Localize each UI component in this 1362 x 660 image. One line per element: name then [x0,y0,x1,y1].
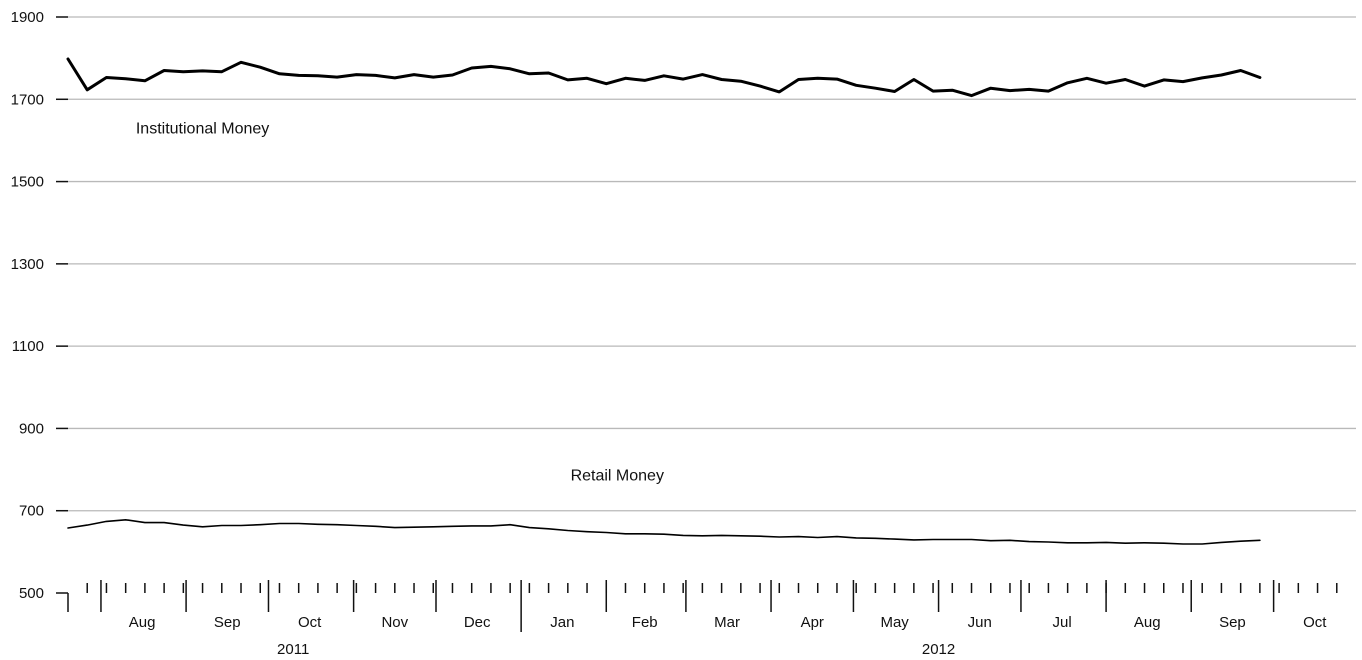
x-month-label: Oct [298,614,322,631]
y-tick-label-1100: 1100 [12,338,44,355]
x-axis: Aug Sep Oct Nov Dec Jan Feb Mar Apr May Jun Jul Aug S… [67,580,1338,658]
x-month-label: Aug [1134,614,1161,631]
y-tick-label-1700: 1700 [11,91,44,108]
x-month-label: Dec [464,614,491,631]
series-line-retail-money [67,518,1261,545]
series-label-retail-money: Retail Money [571,467,664,484]
y-axis: 500 700 900 1100 1300 1500 1700 1900 [11,9,68,602]
x-month-label: Aug [129,614,156,631]
y-tick-label-1300: 1300 [11,256,44,273]
series-line-institutional-money [66,57,1262,98]
y-tick-label-1900: 1900 [11,9,44,26]
y-tick-label-900: 900 [19,420,44,437]
grid-layer [68,16,1356,512]
x-month-label: Sep [214,614,241,631]
x-month-label: Jul [1053,614,1072,631]
x-year-label: 2011 [277,641,309,658]
x-month-label: Feb [632,614,658,631]
series-labels: Institutional Money Retail Money [136,120,664,484]
y-tick-label-700: 700 [19,503,44,520]
y-tick-label-1500: 1500 [11,174,44,191]
series-label-institutional-money: Institutional Money [136,120,269,137]
x-month-label: Oct [1303,614,1327,631]
x-month-label: Jan [550,614,574,631]
y-tick-label-500: 500 [19,585,44,602]
x-month-label: Mar [714,614,740,631]
x-month-label: May [880,614,909,631]
x-month-label: Jun [968,614,992,631]
x-month-label: Apr [801,614,824,631]
series-layer [66,57,1262,545]
x-month-label: Sep [1219,614,1246,631]
x-year-label: 2012 [922,641,955,658]
x-month-label: Nov [381,614,408,631]
